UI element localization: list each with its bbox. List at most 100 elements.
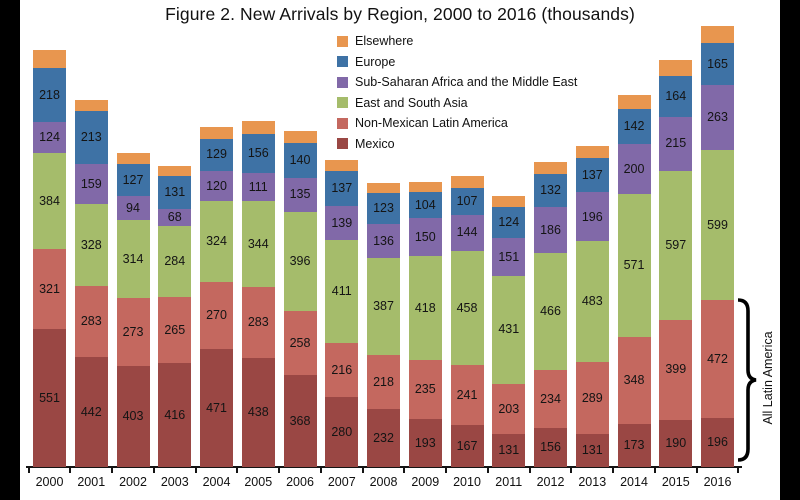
segment-non-mexican-latin-america: 321: [33, 249, 66, 330]
segment-east-and-south-asia: 324: [200, 200, 233, 282]
segment-mexico: 190: [659, 419, 693, 467]
segment-mexico: 173: [617, 423, 651, 467]
x-axis-label-2008: 2008: [369, 475, 398, 489]
segment-elsewhere: [450, 176, 484, 188]
segment-value-label: 107: [456, 193, 478, 208]
x-axis-label-2010: 2010: [453, 475, 481, 489]
x-axis-label-2005: 2005: [244, 475, 273, 489]
x-axis-label-2015: 2015: [661, 475, 690, 489]
segment-value-label: 127: [122, 172, 144, 187]
segment-europe: 123: [367, 193, 400, 224]
axis-tick: [111, 467, 114, 473]
x-axis-label-2014: 2014: [620, 475, 648, 489]
segment-elsewhere: [617, 94, 651, 109]
bar-2007: 280 216 411 139 137: [325, 159, 359, 467]
legend-swatch-elsewhere: [337, 35, 348, 47]
segment-value-label: 213: [80, 130, 102, 145]
segment-value-label: 196: [581, 209, 603, 224]
axis-tick: [152, 467, 155, 473]
segment-value-label: 403: [122, 409, 144, 424]
segment-mexico: 551: [33, 329, 66, 467]
segment-value-label: 483: [581, 294, 603, 309]
segment-value-label: 131: [498, 443, 520, 458]
axis-tick: [737, 467, 740, 473]
segment-value-label: 321: [39, 281, 60, 296]
segment-europe: 124: [492, 207, 526, 238]
legend-label: Elsewhere: [355, 34, 414, 49]
bar-2011: 131 203 431 151 124: [492, 196, 526, 467]
segment-non-mexican-latin-america: 348: [617, 336, 651, 424]
x-axis-label-2012: 2012: [536, 475, 565, 489]
segment-value-label: 384: [39, 193, 60, 208]
segment-value-label: 597: [665, 237, 687, 252]
segment-non-mexican-latin-america: 234: [534, 369, 567, 428]
segment-elsewhere: [408, 182, 442, 192]
bar-2005: 438 283 344 111 156: [241, 121, 275, 467]
segment-sub-saharan-africa-and-the-middle-east: 186: [534, 206, 567, 253]
segment-non-mexican-latin-america: 270: [200, 281, 233, 350]
x-axis-label-2004: 2004: [202, 475, 231, 489]
segment-value-label: 387: [373, 298, 394, 313]
segment-non-mexican-latin-america: 472: [701, 300, 734, 418]
segment-value-label: 368: [289, 413, 311, 428]
segment-value-label: 399: [665, 362, 687, 377]
segment-east-and-south-asia: 418: [408, 255, 442, 360]
segment-value-label: 200: [623, 161, 645, 176]
segment-value-label: 142: [623, 119, 645, 133]
segment-value-label: 218: [373, 374, 394, 389]
segment-mexico: 368: [283, 375, 317, 467]
axis-tick: [194, 467, 197, 473]
segment-mexico: 438: [241, 357, 275, 467]
segment-value-label: 396: [289, 253, 311, 268]
bar-2009: 193 235 418 150 104: [408, 182, 442, 467]
segment-value-label: 258: [289, 335, 311, 350]
axis-tick: [403, 467, 406, 473]
segment-europe: 127: [116, 164, 150, 196]
segment-elsewhere: [33, 50, 66, 68]
segment-sub-saharan-africa-and-the-middle-east: 124: [33, 122, 66, 153]
bar-2006: 368 258 396 135 140: [283, 130, 317, 467]
segment-europe: 140: [283, 142, 317, 178]
bar-2000: 551 321 384 124 218: [33, 50, 66, 467]
segment-east-and-south-asia: 396: [283, 211, 317, 311]
segment-value-label: 151: [498, 249, 520, 264]
segment-value-label: 131: [581, 443, 603, 458]
bar-2010: 167 241 458 144 107: [450, 176, 484, 467]
segment-value-label: 289: [581, 390, 603, 405]
segment-value-label: 216: [331, 362, 353, 377]
x-axis-label-2013: 2013: [578, 475, 607, 489]
segment-value-label: 150: [414, 229, 436, 244]
axis-tick: [612, 467, 615, 473]
segment-east-and-south-asia: 284: [158, 225, 192, 297]
axis-tick: [278, 467, 281, 473]
segment-europe: 137: [325, 171, 359, 206]
legend-label: East and South Asia: [355, 95, 468, 110]
segment-value-label: 283: [80, 313, 102, 328]
segment-east-and-south-asia: 328: [74, 203, 108, 286]
legend-item-europe: Europe: [337, 52, 577, 73]
segment-value-label: 458: [456, 300, 478, 315]
segment-value-label: 137: [331, 181, 353, 196]
x-axis-label-2000: 2000: [35, 475, 64, 489]
segment-value-label: 144: [456, 225, 478, 240]
x-axis-label-2011: 2011: [495, 475, 523, 489]
segment-non-mexican-latin-america: 283: [241, 286, 275, 358]
segment-east-and-south-asia: 599: [701, 150, 734, 300]
chart-title: Figure 2. New Arrivals by Region, 2000 t…: [165, 4, 635, 24]
segment-mexico: 442: [74, 356, 108, 467]
segment-non-mexican-latin-america: 273: [116, 298, 150, 367]
segment-value-label: 94: [126, 200, 140, 215]
axis-tick: [570, 467, 573, 473]
bar-2012: 156 234 466 186 132: [534, 162, 567, 467]
segment-value-label: 324: [206, 234, 227, 248]
segment-mexico: 196: [701, 418, 734, 467]
legend-item-east-and-south-asia: East and South Asia: [337, 93, 577, 114]
segment-value-label: 132: [540, 182, 561, 197]
segment-non-mexican-latin-america: 265: [158, 296, 192, 363]
segment-mexico: 156: [534, 428, 567, 467]
segment-value-label: 344: [247, 236, 269, 251]
segment-mexico: 403: [116, 366, 150, 467]
legend-swatch-mexico: [337, 138, 348, 150]
x-axis-label-2003: 2003: [160, 475, 189, 489]
